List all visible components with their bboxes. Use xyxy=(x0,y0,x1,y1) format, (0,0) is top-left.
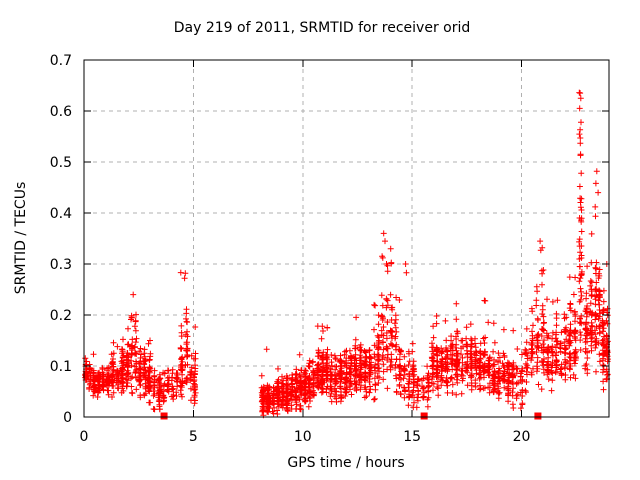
x-axis-label: GPS time / hours xyxy=(287,455,404,471)
y-axis-label: SRMTID / TECUs xyxy=(13,182,29,295)
zero-square-marker xyxy=(420,412,428,420)
x-tick-label: 20 xyxy=(513,429,531,445)
y-tick-label: 0.6 xyxy=(50,104,72,120)
x-tick-label: 10 xyxy=(294,429,312,445)
y-tick-label: 0.3 xyxy=(50,257,72,273)
zero-square-marker xyxy=(534,412,542,420)
x-tick-label: 0 xyxy=(80,429,89,445)
y-tick-label: 0.4 xyxy=(50,206,72,222)
srmtid-plus-markers xyxy=(82,89,611,419)
y-tick-label: 0 xyxy=(63,410,72,426)
data-points-series xyxy=(82,89,611,420)
y-tick-label: 0.5 xyxy=(50,155,72,171)
axes-and-ticks xyxy=(83,59,610,418)
y-tick-label: 0.2 xyxy=(50,308,72,324)
y-tick-label: 0.1 xyxy=(50,359,72,375)
x-tick-label: 15 xyxy=(403,429,421,445)
x-tick-label: 5 xyxy=(189,429,198,445)
gridlines xyxy=(85,61,608,416)
y-tick-label: 0.7 xyxy=(50,53,72,69)
chart-title: Day 219 of 2011, SRMTID for receiver ori… xyxy=(174,20,471,36)
zero-square-marker xyxy=(160,412,168,420)
tick-labels: 0 5 10 15 20 0 0.1 0.2 0.3 0.4 0.5 0.6 0.7 xyxy=(50,53,531,445)
